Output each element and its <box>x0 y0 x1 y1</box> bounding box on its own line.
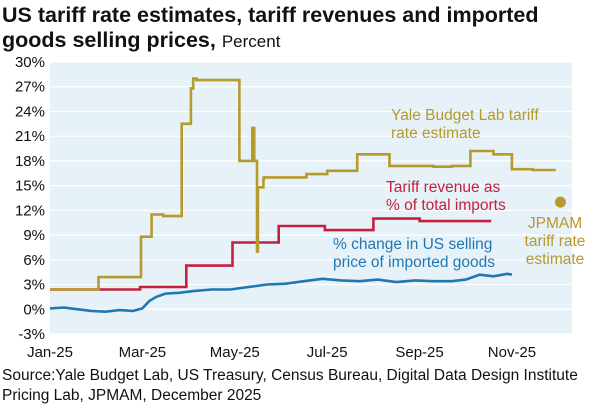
x-tick-label: Nov-25 <box>488 344 536 361</box>
x-tick-label: Mar-25 <box>119 344 167 361</box>
revenue-series-label: Tariff revenue as <box>386 179 501 196</box>
chart-title-text: US tariff rate estimates, tariff revenue… <box>2 3 539 52</box>
yale-tariff-rate-line <box>50 77 556 291</box>
x-tick-label: Sep-25 <box>395 344 443 361</box>
y-tick-label: -3% <box>18 326 45 343</box>
y-tick-label: 27% <box>15 79 45 96</box>
price-series-label: % change in US selling <box>333 236 492 253</box>
selling-price-line <box>49 272 513 314</box>
y-tick-label: 15% <box>15 178 45 195</box>
x-tick-label: Jul-25 <box>307 344 348 361</box>
chart-title-unit: Percent <box>221 32 281 51</box>
y-tick-label: 3% <box>23 277 45 294</box>
x-tick-label: Jan-25 <box>27 344 73 361</box>
y-tick-label: 9% <box>23 227 45 244</box>
source-note: Source:Yale Budget Lab, US Treasury, Cen… <box>2 367 578 404</box>
y-tick-label: 30% <box>15 54 45 71</box>
y-tick-label: 0% <box>23 301 45 318</box>
series-points <box>554 196 566 208</box>
series-lines <box>49 77 556 314</box>
revenue-series-label: % of total imports <box>386 197 506 214</box>
y-tick-label: 18% <box>15 153 45 170</box>
y-tick-label: 12% <box>15 202 45 219</box>
y-tick-label: 6% <box>23 252 45 269</box>
jpmam-point-label: JPMAM <box>528 215 582 232</box>
y-axis-ticks: -3% 0% 3% 6% 9% 12% 15% 18% 21% 24% 27% 30% <box>15 54 45 343</box>
yale-series-label: rate estimate <box>391 125 481 142</box>
chart-title: US tariff rate estimates, tariff revenue… <box>2 3 598 54</box>
jpmam-point-label: tariff rate <box>525 233 586 250</box>
y-tick-label: 21% <box>15 128 45 145</box>
jpmam-estimate-point <box>554 196 566 208</box>
x-tick-label: May-25 <box>210 344 260 361</box>
x-axis-ticks: Jan-25 Mar-25 May-25 Jul-25 Sep-25 Nov-25 <box>27 344 536 361</box>
yale-series-label: Yale Budget Lab tariff <box>391 107 539 124</box>
y-tick-label: 24% <box>15 103 45 120</box>
jpmam-point-label: estimate <box>526 251 585 268</box>
gridlines <box>50 61 572 335</box>
tariff-revenue-line <box>50 217 492 291</box>
price-series-label: price of imported goods <box>333 254 495 271</box>
